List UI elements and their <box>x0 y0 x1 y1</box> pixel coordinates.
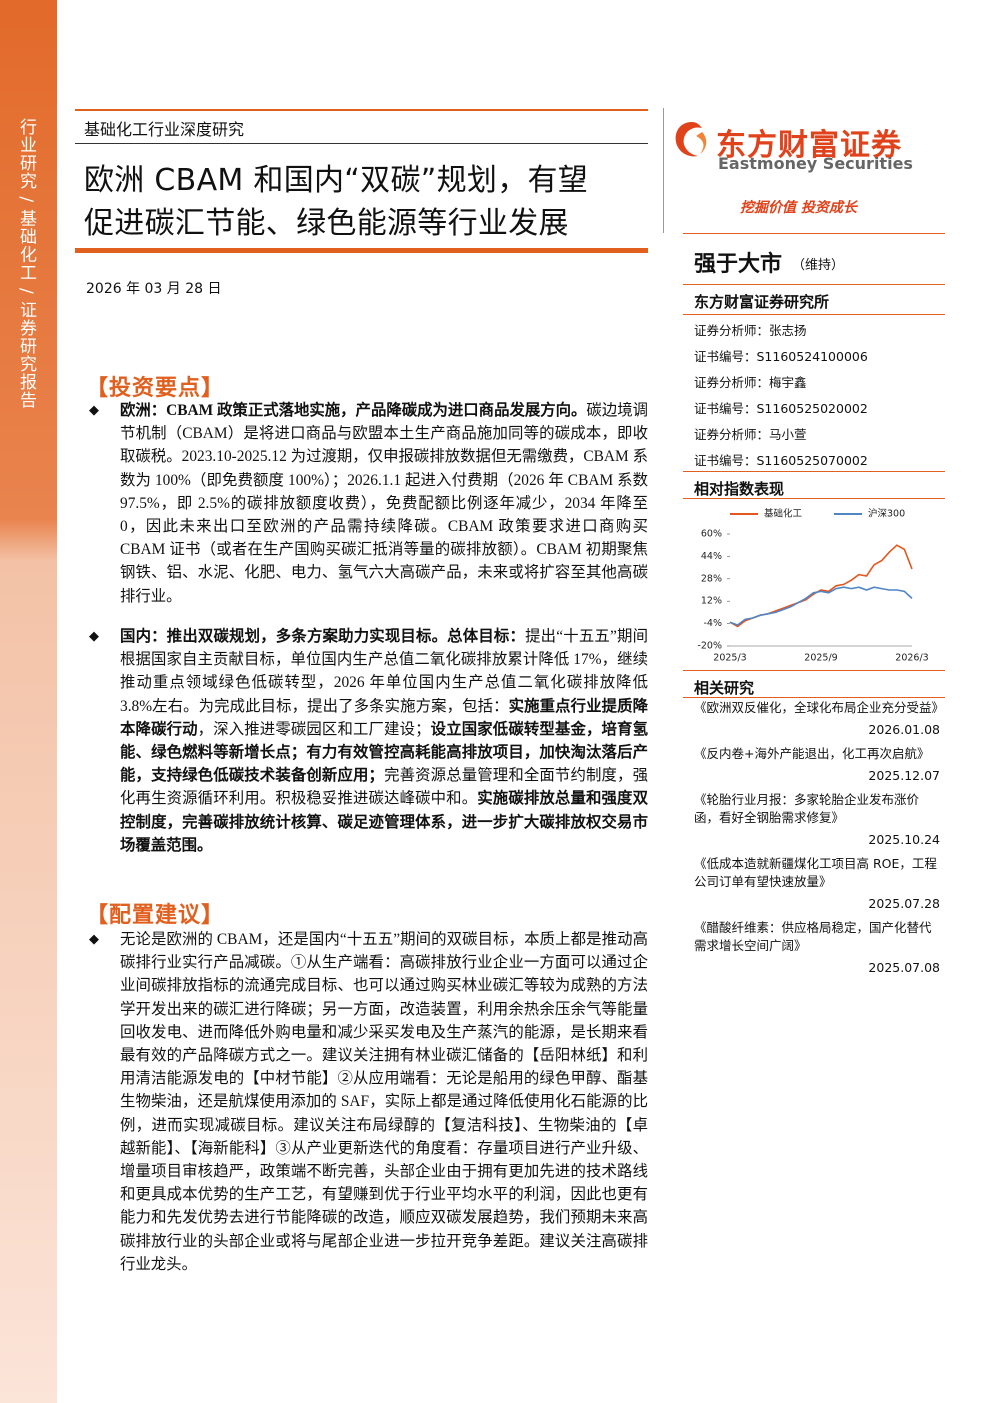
y-tick-label: -4% <box>704 618 723 629</box>
brand-name-en: Eastmoney Securities <box>718 154 913 173</box>
series-line <box>729 544 913 628</box>
related-item: 《低成本造就新疆煤化工项目高 ROE，工程公司订单有望快速放量》 2025.07.… <box>694 855 940 913</box>
text-run: 完善资源总量管理和全面节约制度，强化再生资源循环利用。积极稳妥推进碳达峰碳中和。 <box>120 767 648 808</box>
brand-name: 东方财富证券 <box>716 128 902 163</box>
related-item: 《轮胎行业月报：多家轮胎企业发布涨价函，看好全钢胎需求修复》 2025.10.24 <box>694 791 940 849</box>
rating-status: （维持） <box>792 258 845 273</box>
analyst-line: 证券分析师：马小萱 <box>694 427 807 442</box>
related-item: 《欧洲双反催化，全球化布局企业充分受益》 2026.01.08 <box>694 699 945 739</box>
institution: 东方财富证券研究所 <box>694 293 830 311</box>
legend-label: 基础化工 <box>764 508 803 520</box>
analyst-line: 证书编号：S1160524100006 <box>694 349 868 364</box>
analyst-line: 证券分析师：张志扬 <box>694 323 807 338</box>
brand-logo <box>675 122 707 157</box>
logo-swirl <box>675 122 702 157</box>
series-line <box>729 586 913 626</box>
analyst-line: 证券分析师：梅宇鑫 <box>694 375 807 390</box>
related-date: 2025.07.28 <box>868 896 940 911</box>
x-tick-label: 2025/3 <box>713 653 746 664</box>
related-date: 2025.07.08 <box>868 960 940 975</box>
report-category: 基础化工行业深度研究 <box>84 120 245 139</box>
section-heading: 【投资要点】 <box>86 376 225 401</box>
divider <box>683 314 945 315</box>
divider <box>683 670 945 671</box>
report-title: 促进碳汇节能、绿色能源等行业发展 <box>84 206 569 241</box>
text-run: 碳边境调节机制（CBAM）是将进口商品与欧盟本土生产商品施加同等的碳成本，即收取… <box>120 402 648 605</box>
related-item: 《醋酸纤维素：供应格局稳定，国产化替代需求增长空间广阔》 2025.07.08 <box>694 919 940 977</box>
related-title: 《反内卷+海外产能退出，化工再次启航》 <box>694 746 930 761</box>
analyst-line: 证书编号：S1160525020002 <box>694 401 868 416</box>
sidebar <box>0 0 57 1403</box>
related-list: 《欧洲双反催化，全球化布局企业充分受益》 2026.01.08 《反内卷+海外产能退… <box>694 699 945 983</box>
analyst-line: 证书编号：S1160525070002 <box>694 453 868 468</box>
logo-swirl <box>696 132 707 154</box>
y-tick-label: 12% <box>701 596 722 607</box>
divider <box>683 498 945 499</box>
analyst-list: 证券分析师：张志扬证书编号：S1160524100006 证券分析师：梅宇鑫证书编… <box>694 318 868 474</box>
chart-title: 相对指数表现 <box>694 480 785 498</box>
related-date: 2025.12.07 <box>868 768 940 783</box>
divider <box>683 233 945 234</box>
bullet-paragraph: 国内：推出双碳规划，多条方案助力实现目标。总体目标：提出“十五五”期间根据国家自… <box>89 625 648 857</box>
header-rule <box>75 143 648 144</box>
chart: 60% 44% 28% 12% -4% -20%2025/3 2025/9 2026/3 基础化… <box>697 508 928 664</box>
divider <box>683 284 945 285</box>
divider <box>683 697 945 698</box>
bold-text: 实施碳排放总量和强度双控制度，完善碳排放统计核算、碳足迹管理体系，进一步扩大碳排… <box>120 790 648 854</box>
related-date: 2026.01.08 <box>868 722 940 737</box>
related-title: 《低成本造就新疆煤化工项目高 ROE，工程公司订单有望快速放量》 <box>694 856 937 889</box>
bold-text: 国内：推出双碳规划，多条方案助力实现目标。总体目标： <box>120 628 526 645</box>
related-title: 《醋酸纤维素：供应格局稳定，国产化替代需求增长空间广阔》 <box>694 920 932 953</box>
related-title: 《轮胎行业月报：多家轮胎企业发布涨价函，看好全钢胎需求修复》 <box>694 792 920 825</box>
report-date: 2026 年 03 月 28 日 <box>86 281 222 297</box>
related-item: 《反内卷+海外产能退出，化工再次启航》 2025.12.07 <box>694 745 940 785</box>
y-tick-label: -20% <box>697 641 722 652</box>
report-title: 欧洲 CBAM 和国内“双碳”规划，有望 <box>84 163 589 198</box>
text-run: 无论是欧洲的 CBAM，还是国内“十五五”期间的双碳目标，本质上都是推动高碳排行… <box>120 931 648 1273</box>
bold-text: 实施重点行业提质降本降碳行动 <box>120 697 648 738</box>
bullet-paragraph: 欧洲：CBAM 政策正式落地实施，产品降碳成为进口商品发展方向。碳边境调节机制（… <box>89 399 648 608</box>
related-date: 2025.10.24 <box>868 832 940 847</box>
bullet-paragraph: 无论是欧洲的 CBAM，还是国内“十五五”期间的双碳目标，本质上都是推动高碳排行… <box>89 928 648 1276</box>
slogan: 挖掘价值 投资成长 <box>740 200 857 216</box>
x-tick-label: 2026/3 <box>895 653 928 664</box>
x-tick-label: 2025/9 <box>804 653 837 664</box>
divider <box>683 471 945 472</box>
text-run: ，深入推进零碳园区和工厂建设； <box>197 720 431 738</box>
legend-label: 沪深300 <box>868 508 905 520</box>
sidebar-label: 行业研究 / 基础化工 / 证券研究报告 <box>16 118 36 410</box>
header-rule <box>75 109 648 111</box>
y-tick-label: 44% <box>701 551 722 562</box>
related-title: 《欧洲双反催化，全球化布局企业充分受益》 <box>694 700 945 715</box>
y-tick-label: 28% <box>701 573 722 584</box>
related-title: 相关研究 <box>694 679 755 697</box>
section-heading: 【配置建议】 <box>86 903 225 928</box>
rating: 强于大市 <box>694 252 783 277</box>
bold-text: 欧洲：CBAM 政策正式落地实施，产品降碳成为进口商品发展方向。 <box>120 402 587 419</box>
title-rule <box>75 248 648 253</box>
y-tick-label: 60% <box>701 529 722 540</box>
divider <box>663 108 664 233</box>
bold-text: 设立国家低碳转型基金，培育氢能、绿色燃料等新增长点；有力有效管控高耗能高排放项目… <box>120 720 648 785</box>
text-run: 提出“十五五”期间根据国家自主贡献目标，单位国内生产总值二氧化碳排放累计降低 1… <box>120 628 648 715</box>
